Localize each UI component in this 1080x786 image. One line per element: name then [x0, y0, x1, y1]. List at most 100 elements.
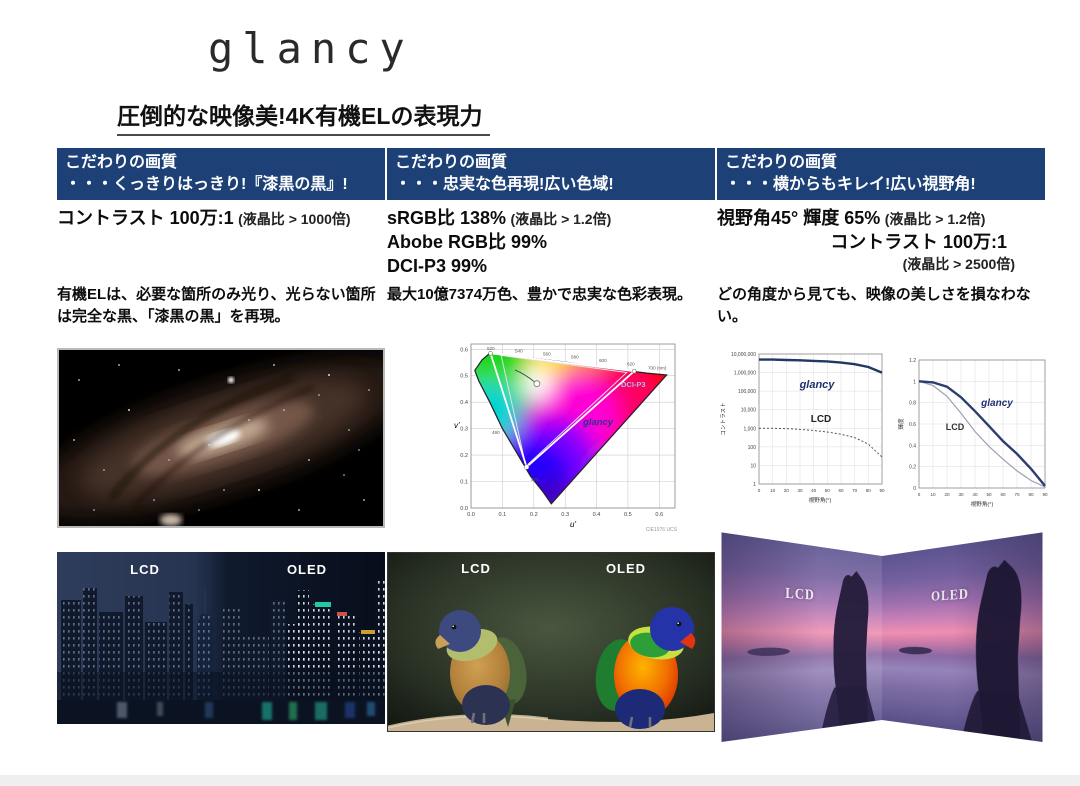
spec-note: (液晶比 > 2500倍) [902, 255, 1015, 272]
svg-text:0.4: 0.4 [460, 400, 468, 406]
svg-text:0.5: 0.5 [460, 374, 468, 380]
galaxy-photo [32, 348, 414, 528]
lcd-oled-parrot-comparison: LCD OLED [387, 552, 715, 732]
dci-p3-label: DCI-P3 [621, 380, 646, 389]
parrot-oled [595, 607, 696, 729]
sunset-rock-illustration [747, 568, 876, 729]
svg-text:60: 60 [838, 488, 844, 493]
x-ticks: 0.0 0.1 0.2 0.3 0.4 0.5 0.6 [467, 512, 663, 518]
svg-text:0.3: 0.3 [561, 512, 569, 518]
svg-text:0.0: 0.0 [467, 512, 475, 518]
contrast-vs-angle-chart: glancy LCD 10,000,000 1,000,000 100,000 … [715, 346, 890, 521]
wavelength-labels: 520 540 560 580 600 620 700 (nm) 490 470 [487, 346, 667, 482]
lcd-series-label: LCD [946, 422, 965, 432]
svg-text:0.8: 0.8 [909, 401, 916, 407]
spec-block: sRGB比 138% (液晶比 > 1.2倍) Abobe RGB比 99% D… [387, 207, 715, 278]
column-black-contrast: こだわりの画質 ・・・くっきりはっきり!『漆黒の黒』! コントラスト 100万:… [32, 148, 414, 724]
y-ticks: 0.6 0.5 0.4 0.3 0.2 0.1 0.0 [460, 347, 468, 512]
x-ticks: 0 10 20 30 40 50 60 70 80 90 [758, 488, 885, 493]
svg-text:0.6: 0.6 [909, 422, 916, 428]
svg-text:10: 10 [770, 488, 776, 493]
svg-text:60: 60 [1000, 492, 1006, 497]
svg-text:1,000,000: 1,000,000 [734, 371, 756, 377]
city-oled-label: OLED [287, 562, 327, 577]
dci-p3-gamut-triangle [500, 354, 628, 468]
header-line1: こだわりの画質 [65, 154, 178, 171]
column-viewing-angle: こだわりの画質 ・・・横からもキレイ!広い視野角! 視野角45° 輝度 65% … [715, 148, 1053, 742]
spec-main: sRGB比 138% [387, 208, 507, 229]
oled-panel: OLED [882, 532, 1043, 742]
page-bottom-strip [0, 775, 1080, 786]
x-axis-label: 視野角(°) [971, 500, 994, 508]
svg-text:0.3: 0.3 [460, 427, 468, 433]
svg-text:0: 0 [758, 488, 761, 493]
body-text: 有機ELは、必要な箇所のみ光り、光らない箇所は完全な黒、「漆黒の黒」を再現。 [57, 286, 376, 325]
lcd-panel: LCD [721, 532, 882, 742]
city-lcd-label: LCD [130, 562, 160, 577]
svg-text:0: 0 [913, 486, 916, 492]
parrots-oled-label: OLED [606, 561, 646, 576]
x-axis-label: u' [570, 520, 576, 529]
section-header: こだわりの画質 ・・・くっきりはっきり!『漆黒の黒』! [57, 148, 385, 201]
luminance-vs-angle-chart: glancy LCD 1.2 1 0.8 0.6 0.4 0.2 0 0 10 … [895, 350, 1053, 521]
svg-text:1: 1 [753, 482, 756, 488]
svg-text:490: 490 [492, 430, 500, 435]
y-axis-label: v' [454, 421, 460, 430]
section-header: こだわりの画質 ・・・横からもキレイ!広い視野角! [717, 148, 1045, 201]
glancy-gamut-triangle [489, 352, 637, 469]
parrots-illustration: LCD OLED [387, 553, 714, 731]
glancy-gamut-label: glancy [582, 417, 614, 428]
spec-note: (液晶比 > 1000倍) [238, 211, 351, 228]
y-ticks: 1.2 1 0.8 0.6 0.4 0.2 0 [909, 358, 916, 492]
spec-main: 視野角45° 輝度 65% [717, 208, 881, 229]
svg-text:0.2: 0.2 [460, 453, 468, 459]
svg-text:0.6: 0.6 [460, 347, 468, 353]
glancy-series-label: glancy [799, 379, 836, 391]
svg-text:0.2: 0.2 [530, 512, 538, 518]
lcd-series-label: LCD [811, 414, 832, 425]
lcd-series-line [759, 427, 883, 458]
svg-text:100: 100 [748, 445, 757, 451]
y-axis-label: コントラスト [720, 402, 727, 435]
lcd-series-line [918, 380, 1046, 488]
svg-text:0.5: 0.5 [624, 512, 632, 518]
svg-text:600: 600 [599, 358, 607, 363]
svg-text:90: 90 [879, 488, 885, 493]
glancy-series-line [759, 358, 883, 374]
y-axis-label: 輝度 [897, 418, 905, 430]
svg-text:580: 580 [571, 355, 579, 360]
svg-text:0: 0 [918, 492, 921, 497]
svg-text:0.2: 0.2 [909, 465, 916, 471]
spec-main: コントラスト 100万:1 [57, 208, 234, 229]
svg-text:80: 80 [1028, 492, 1034, 497]
parrot-lcd [435, 610, 527, 727]
white-point [533, 380, 541, 388]
svg-text:30: 30 [797, 488, 803, 493]
city-night-illustration: LCD OLED [47, 552, 385, 724]
header-line2: ・・・横からもキレイ!広い視野角! [725, 175, 976, 193]
svg-text:40: 40 [972, 492, 978, 497]
svg-text:40: 40 [811, 488, 817, 493]
section-header: こだわりの画質 ・・・忠実な色再現!広い色域! [387, 148, 715, 201]
svg-text:90: 90 [1042, 492, 1048, 497]
svg-text:10,000: 10,000 [741, 408, 757, 414]
spec-note: (液晶比 > 1.2倍) [884, 211, 986, 228]
chromaticity-diagram: 520 540 560 580 600 620 700 (nm) 490 470… [445, 338, 685, 539]
parrots-lcd-label: LCD [461, 561, 491, 576]
panel-oled-label: OLED [931, 584, 969, 605]
svg-text:0.4: 0.4 [593, 512, 601, 518]
spec-block: 視野角45° 輝度 65% (液晶比 > 1.2倍) コントラスト 100万:1… [717, 207, 1045, 275]
svg-text:70: 70 [1014, 492, 1020, 497]
svg-text:0.4: 0.4 [909, 443, 916, 449]
sunset-rock-illustration [898, 557, 1032, 741]
spec-main: コントラスト 100万:1 [830, 231, 1007, 252]
svg-text:100,000: 100,000 [738, 389, 756, 395]
y-ticks: 10,000,000 1,000,000 100,000 10,000 1,00… [731, 352, 756, 488]
header-line1: こだわりの画質 [395, 154, 508, 171]
galaxy-illustration [32, 350, 414, 526]
svg-text:520: 520 [487, 346, 495, 351]
spec-main: DCI-P3 99% [387, 255, 488, 276]
svg-text:0.0: 0.0 [460, 506, 468, 512]
body-text: 最大10億7374万色、豊かで忠実な色彩表現。 [387, 286, 693, 303]
